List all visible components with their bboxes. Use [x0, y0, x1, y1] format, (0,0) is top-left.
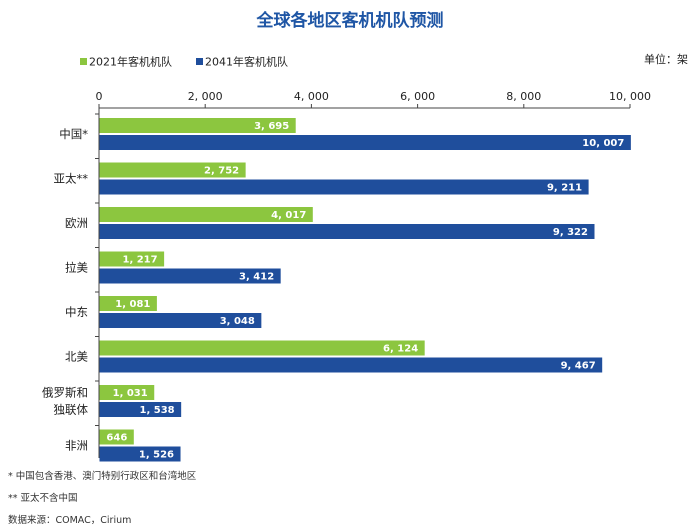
- bar-1-4: [99, 313, 262, 328]
- footnote-china: * 中国包含香港、澳门特别行政区和台湾地区: [8, 471, 197, 482]
- category-label-0: 中国*: [59, 127, 88, 141]
- category-label-2: 欧洲: [65, 216, 88, 230]
- chart-title: 全球各地区客机机队预测: [256, 11, 444, 31]
- bar-1-1: [99, 179, 589, 195]
- bar-value-label-0-0: 3, 695: [254, 121, 289, 132]
- category-label-4: 中东: [65, 305, 88, 319]
- category-label-7: 非洲: [65, 439, 88, 453]
- bar-value-label-1-2: 9, 322: [553, 227, 588, 238]
- bar-value-label-0-7: 646: [106, 433, 127, 444]
- bar-value-label-1-4: 3, 048: [220, 316, 255, 327]
- bar-0-4: [99, 296, 157, 311]
- category-label-6-line0: 俄罗斯和: [42, 386, 88, 400]
- bar-value-label-1-3: 3, 412: [239, 272, 274, 283]
- x-tick-label-2: 4, 000: [294, 90, 329, 103]
- legend-swatch-0: [80, 58, 87, 65]
- bar-value-label-0-4: 1, 081: [115, 299, 150, 310]
- bar-value-label-0-5: 6, 124: [383, 344, 418, 355]
- legend-label-1: 2041年客机机队: [205, 55, 288, 69]
- bar-value-label-1-7: 1, 526: [139, 450, 174, 461]
- bar-value-label-0-1: 2, 752: [204, 166, 239, 177]
- category-label-1: 亚太**: [54, 172, 89, 186]
- bar-value-label-0-2: 4, 017: [271, 210, 306, 221]
- bar-0-5: [99, 340, 425, 356]
- x-tick-label-0: 0: [96, 90, 103, 103]
- data-source: 数据来源：COMAC，Cirium: [8, 515, 132, 526]
- bar-1-3: [99, 268, 281, 284]
- bar-chart: 2021年客机机队 2041年客机机队 单位：架 0 2, 000 4, 000 6, 00…: [42, 52, 688, 462]
- bar-1-2: [99, 224, 595, 239]
- category-label-5: 北美: [65, 350, 88, 364]
- bar-0-7: [99, 429, 134, 445]
- bar-1-6: [99, 402, 182, 417]
- bar-value-label-0-3: 1, 217: [122, 255, 157, 266]
- bar-value-label-1-5: 9, 467: [561, 361, 596, 372]
- bar-1-5: [99, 357, 603, 373]
- bar-0-6: [99, 385, 155, 400]
- x-tick-label-5: 10, 000: [609, 90, 651, 103]
- bar-value-label-0-6: 1, 031: [113, 388, 148, 399]
- bar-0-2: [99, 207, 313, 222]
- bar-0-3: [99, 251, 165, 267]
- category-label-3: 拉美: [65, 261, 88, 275]
- x-tick-label-3: 6, 000: [400, 90, 435, 103]
- legend-swatch-1: [196, 58, 203, 65]
- bar-1-0: [99, 135, 631, 150]
- unit-label: 单位：架: [644, 52, 688, 66]
- bar-0-0: [99, 118, 296, 133]
- legend-label-0: 2021年客机机队: [89, 55, 172, 69]
- bar-0-1: [99, 162, 246, 178]
- x-tick-label-4: 8, 000: [506, 90, 541, 103]
- x-tick-label-1: 2, 000: [188, 90, 223, 103]
- bar-value-label-1-6: 1, 538: [140, 405, 175, 416]
- bar-value-label-1-0: 10, 007: [582, 138, 624, 149]
- bar-value-label-1-1: 9, 211: [547, 183, 582, 194]
- bar-1-7: [99, 446, 181, 462]
- category-label-6-line1: 独联体: [54, 403, 89, 417]
- footnote-asia-pacific: ** 亚太不含中国: [8, 493, 78, 504]
